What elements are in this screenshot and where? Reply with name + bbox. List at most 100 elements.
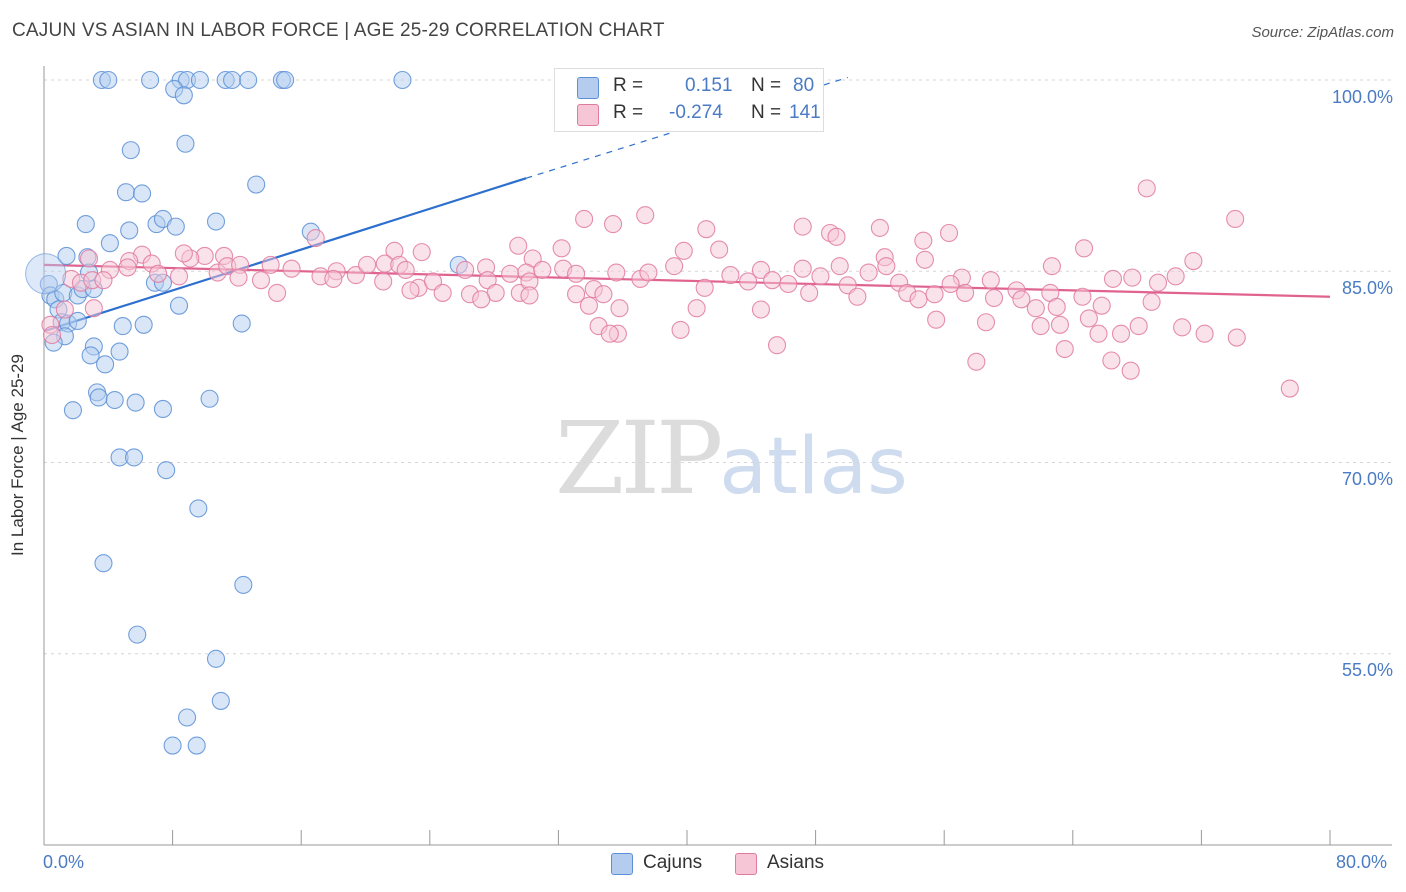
asians-point [984,288,1004,308]
cajuns-point [176,134,195,153]
asians-point [909,290,928,309]
asians-point [763,271,782,290]
asians-point [1280,379,1299,398]
asians-point [1123,268,1142,287]
cajuns-point [126,393,145,412]
asians-point [433,283,452,302]
asians-point [604,215,623,234]
asians-r-value: -0.274 [669,102,723,123]
cajuns-point [174,86,193,105]
asians-point [956,283,975,302]
cajuns-point [190,70,209,90]
asians-point [1121,361,1140,380]
cajuns-point [200,389,219,408]
asians-point [1227,328,1246,347]
cajuns-swatch [577,77,599,99]
asians-point [827,227,846,246]
legend-swatch-cajuns [611,853,633,875]
asians-point [1111,324,1131,343]
asians-point [42,325,62,345]
asians-point [915,250,934,269]
watermark-atlas: atlas [719,422,908,512]
cajuns-cluster-point [25,253,67,295]
asians-point [1050,315,1069,334]
cajuns-point [232,314,251,333]
cajuns-point [120,221,139,240]
asians-point [1184,251,1203,271]
cajuns-point [110,342,129,361]
asians-point [358,255,377,274]
cajuns-point [247,175,266,194]
cajuns-point [276,70,295,90]
asians-point [1103,269,1123,288]
asians-point [118,258,137,277]
asians-point [1166,267,1185,286]
cajuns-point [141,70,160,90]
cajuns-point [121,141,140,160]
asians-point [607,263,626,282]
watermark: ZIPatlas [555,400,908,517]
asians-point [174,244,193,263]
cajuns-point [63,401,82,420]
asians-point [695,278,714,297]
asians-n-value: 141 [789,102,821,123]
asians-point [967,352,986,371]
asians-point [939,223,959,243]
legend-label-cajuns: Cajuns [643,852,703,873]
asians-point [509,236,528,255]
asians-point [1102,351,1121,370]
cajuns-point [178,708,197,727]
asians-point [976,313,996,332]
cajuns-point [68,311,87,331]
asians-point [94,271,113,290]
asians-point [1089,324,1108,343]
cajuns-point [100,234,119,253]
asians-point [55,300,74,319]
asians-point [927,310,946,329]
asians-point [830,257,849,276]
asians-point [610,299,629,318]
asians-point [1047,297,1066,317]
asians-point [268,283,287,302]
asians-point [567,285,586,304]
cajuns-point [169,296,189,315]
asians-point [859,263,878,282]
asians-point [751,300,770,319]
asians-point [1075,239,1094,258]
cajuns-point [239,70,258,90]
asians-point [697,220,716,239]
asians-point [594,285,613,304]
cajuns-point [157,461,176,480]
cajuns-point [105,390,124,410]
asians-point [1137,179,1156,198]
gridlines [44,79,1392,655]
cajuns-n-label: N = [751,75,782,96]
cajuns-point [393,70,412,90]
cajuns-point [128,625,147,644]
watermark-zip: ZIP [555,400,723,517]
x-tick-label-0: 0.0% [43,852,85,872]
cajuns-point [96,355,115,374]
cajuns-n-value: 80 [793,75,815,96]
cajuns-point [223,70,242,90]
asians-point [251,271,271,290]
asians-point [456,260,475,280]
asians-point [1012,290,1031,309]
cajuns-point [163,736,182,755]
cajuns-point [116,183,136,202]
asians-point [306,229,325,248]
asians-point [739,272,758,291]
cajuns-point [134,315,153,334]
asians-point [567,264,586,283]
asians-point [767,336,787,355]
asians-point [600,324,619,343]
asians-point [478,271,497,290]
asians-point [721,266,740,285]
asians-point [501,264,520,283]
legend-label-asians: Asians [767,852,825,873]
asians-point [84,299,103,318]
asians-point [552,239,571,258]
asians-point [1142,292,1161,311]
cajuns-point [89,388,108,407]
asians-point [779,274,798,294]
